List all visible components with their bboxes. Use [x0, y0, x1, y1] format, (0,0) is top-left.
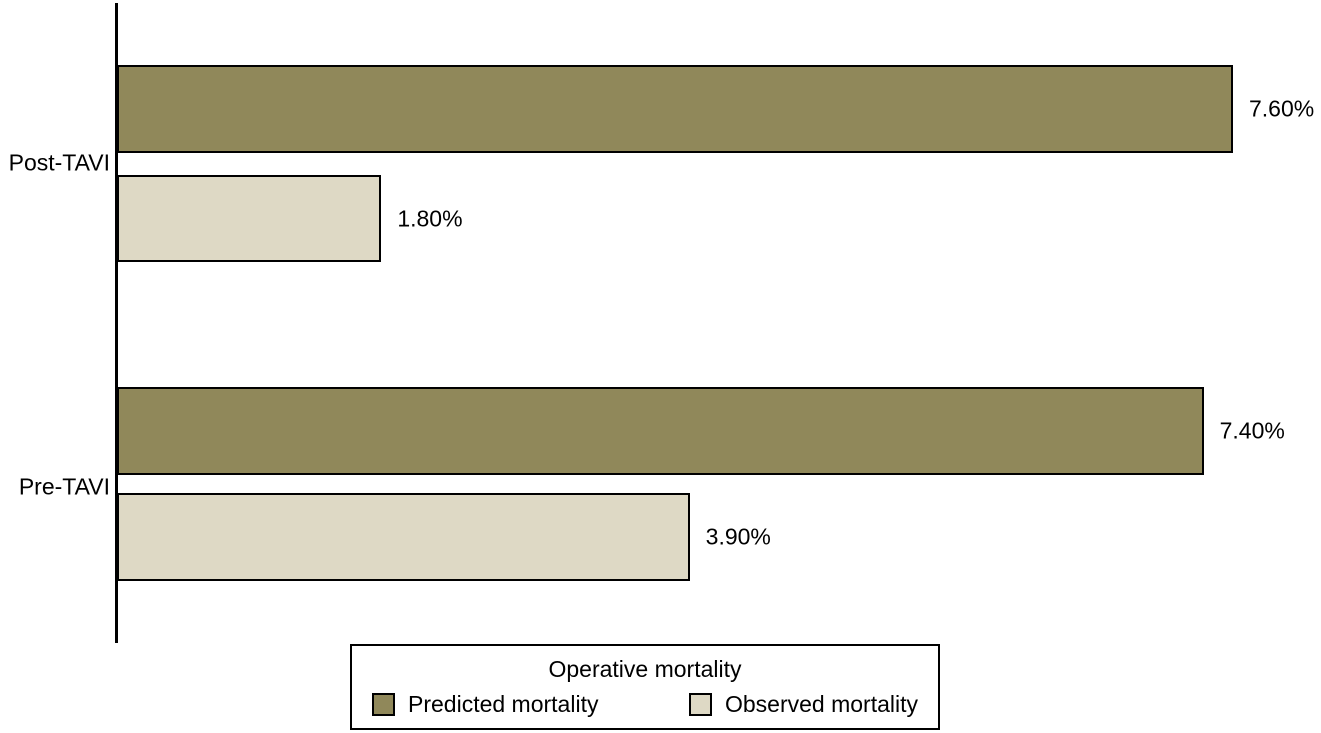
category-label-post-tavi: Post-TAVI	[8, 149, 110, 176]
value-label-post-tavi-observed: 1.80%	[397, 205, 463, 232]
legend-entry-predicted: Predicted mortality	[372, 690, 599, 717]
legend-label-predicted: Predicted mortality	[408, 690, 599, 717]
bar-pre-tavi-predicted	[117, 387, 1204, 475]
observed-mortality-swatch-icon	[688, 692, 712, 716]
legend-label-observed: Observed mortality	[724, 690, 918, 717]
y-axis-line	[115, 3, 118, 643]
bar-post-tavi-observed	[117, 175, 382, 262]
value-label-post-tavi-predicted: 7.60%	[1249, 95, 1315, 122]
legend-entries: Predicted mortality Observed mortality	[372, 690, 918, 717]
bar-pre-tavi-observed	[117, 493, 690, 581]
bar-post-tavi-predicted	[117, 65, 1233, 153]
category-label-pre-tavi: Pre-TAVI	[18, 473, 110, 500]
value-label-pre-tavi-predicted: 7.40%	[1219, 417, 1285, 444]
value-label-pre-tavi-observed: 3.90%	[705, 523, 771, 550]
predicted-mortality-swatch-icon	[372, 692, 395, 716]
legend-title: Operative mortality	[548, 656, 742, 683]
legend-entry-observed: Observed mortality	[688, 690, 918, 717]
legend: Operative mortality Predicted mortality …	[350, 644, 940, 730]
